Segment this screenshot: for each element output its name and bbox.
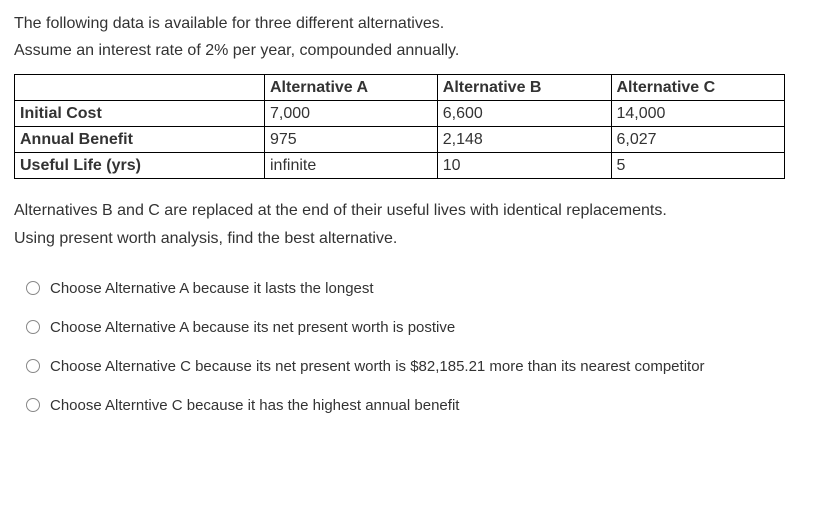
col-header-a: Alternative A <box>265 75 438 101</box>
intro-line1: The following data is available for thre… <box>14 10 801 37</box>
table-row: Useful Life (yrs) infinite 10 5 <box>15 153 785 179</box>
options-group: Choose Alternative A because it lasts th… <box>14 280 801 414</box>
radio-icon <box>26 320 40 334</box>
option-1[interactable]: Choose Alternative A because it lasts th… <box>26 280 801 297</box>
cell-useful-life-b: 10 <box>437 153 611 179</box>
cell-useful-life-c: 5 <box>611 153 785 179</box>
row-label-useful-life: Useful Life (yrs) <box>15 153 265 179</box>
cell-annual-benefit-c: 6,027 <box>611 127 785 153</box>
cell-useful-life-a: infinite <box>265 153 438 179</box>
mid-text: Alternatives B and C are replaced at the… <box>14 197 801 251</box>
cell-annual-benefit-b: 2,148 <box>437 127 611 153</box>
table-row: Annual Benefit 975 2,148 6,027 <box>15 127 785 153</box>
mid-line2: Using present worth analysis, find the b… <box>14 225 801 252</box>
table-row: Initial Cost 7,000 6,600 14,000 <box>15 101 785 127</box>
table-corner-empty <box>15 75 265 101</box>
option-2-label: Choose Alternative A because its net pre… <box>50 319 455 336</box>
option-3-label: Choose Alternative C because its net pre… <box>50 358 705 375</box>
alternatives-table: Alternative A Alternative B Alternative … <box>14 74 785 179</box>
option-1-label: Choose Alternative A because it lasts th… <box>50 280 374 297</box>
radio-icon <box>26 359 40 373</box>
option-3[interactable]: Choose Alternative C because its net pre… <box>26 358 801 375</box>
col-header-c: Alternative C <box>611 75 785 101</box>
option-2[interactable]: Choose Alternative A because its net pre… <box>26 319 801 336</box>
row-label-initial-cost: Initial Cost <box>15 101 265 127</box>
row-label-annual-benefit: Annual Benefit <box>15 127 265 153</box>
option-4-label: Choose Alterntive C because it has the h… <box>50 397 459 414</box>
option-4[interactable]: Choose Alterntive C because it has the h… <box>26 397 801 414</box>
intro-line2: Assume an interest rate of 2% per year, … <box>14 37 801 64</box>
mid-line1: Alternatives B and C are replaced at the… <box>14 197 801 224</box>
cell-initial-cost-a: 7,000 <box>265 101 438 127</box>
intro-text: The following data is available for thre… <box>14 10 801 64</box>
cell-initial-cost-c: 14,000 <box>611 101 785 127</box>
cell-initial-cost-b: 6,600 <box>437 101 611 127</box>
table-header-row: Alternative A Alternative B Alternative … <box>15 75 785 101</box>
cell-annual-benefit-a: 975 <box>265 127 438 153</box>
radio-icon <box>26 398 40 412</box>
col-header-b: Alternative B <box>437 75 611 101</box>
radio-icon <box>26 281 40 295</box>
